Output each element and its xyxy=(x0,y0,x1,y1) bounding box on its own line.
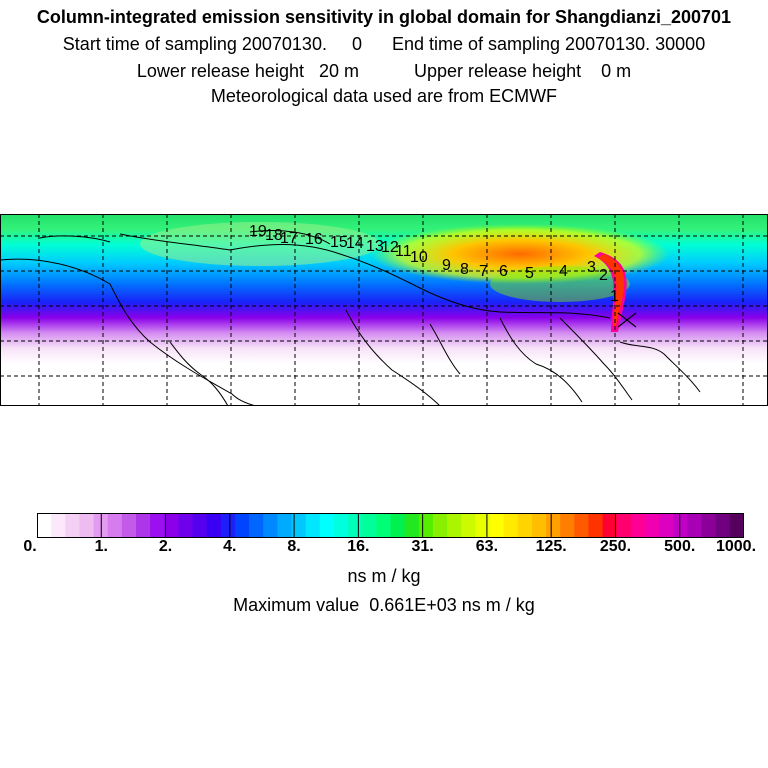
colorbar-swatch xyxy=(645,513,660,538)
colorbar-swatch xyxy=(729,513,744,538)
colorbar-swatch xyxy=(376,513,392,538)
colorbar-swatch xyxy=(164,513,179,538)
day-label-8: 8 xyxy=(460,261,469,278)
release-height-line: Lower release height 20 m Upper release … xyxy=(136,61,632,81)
colorbar-swatch xyxy=(701,513,717,538)
sampling-time-line: Start time of sampling 20070130. 0 End t… xyxy=(62,34,706,54)
colorbar-swatch xyxy=(489,513,505,538)
colorbar-swatch xyxy=(588,513,604,538)
colorbar-tick-label: 8. xyxy=(287,538,301,555)
day-label-16: 16 xyxy=(305,231,323,248)
colorbar-swatch xyxy=(404,513,420,538)
colorbar-swatch xyxy=(447,513,462,538)
day-label-3: 3 xyxy=(587,259,596,276)
day-label-15: 15 xyxy=(330,234,348,251)
colorbar-swatch xyxy=(263,513,278,538)
colorbar-swatch xyxy=(333,513,349,538)
coastlines xyxy=(0,230,701,406)
colorbar-swatch xyxy=(362,513,377,538)
day-label-13: 13 xyxy=(366,238,384,255)
colorbar-swatch xyxy=(234,513,250,538)
colorbar-tick-label: 125. xyxy=(535,538,567,555)
colorbar-tick-label: 63. xyxy=(475,538,499,555)
colorbar-swatch xyxy=(220,513,236,538)
day-label-12: 12 xyxy=(381,239,399,256)
trajectory-day-labels: 1 2 3 4 5 6 7 8 9 10 11 12 13 14 15 16 1… xyxy=(249,223,619,305)
colorbar-swatch xyxy=(715,513,731,538)
colorbar-swatch xyxy=(517,513,533,538)
colorbar-swatch xyxy=(192,513,208,538)
colorbar-swatch xyxy=(432,513,448,538)
colorbar xyxy=(37,513,744,538)
colorbar-swatch xyxy=(65,513,81,538)
colorbar-swatch xyxy=(574,513,590,538)
colorbar-swatch xyxy=(546,513,561,538)
day-label-14: 14 xyxy=(346,235,364,252)
colorbar-swatch xyxy=(687,513,703,538)
colorbar-swatch xyxy=(348,513,363,538)
colorbar-tick-label: 4. xyxy=(223,538,237,555)
colorbar-swatch xyxy=(37,513,52,538)
colorbar-swatch xyxy=(277,513,293,538)
lat-lon-grid xyxy=(0,214,768,406)
colorbar-tick-label: 1. xyxy=(94,538,108,555)
colorbar-swatch xyxy=(305,513,321,538)
colorbar-swatch xyxy=(319,513,335,538)
colorbar-swatch xyxy=(206,513,222,538)
colorbar-swatch xyxy=(390,513,406,538)
day-label-7: 7 xyxy=(479,263,488,280)
colorbar-swatch xyxy=(475,513,491,538)
colorbar-swatch xyxy=(630,513,646,538)
colorbar-tick-label: 2. xyxy=(158,538,173,555)
receptor-x-mark xyxy=(617,312,637,328)
day-label-6: 6 xyxy=(499,263,508,280)
colorbar-swatch xyxy=(602,513,618,538)
colorbar-swatch xyxy=(616,513,632,538)
day-label-18: 18 xyxy=(265,227,283,244)
colorbar-swatch xyxy=(178,513,194,538)
day-label-10: 10 xyxy=(410,249,428,266)
colorbar-tick-label: 1000. xyxy=(715,538,757,555)
colorbar-swatch xyxy=(150,513,165,538)
day-label-2: 2 xyxy=(599,267,608,284)
colorbar-swatch xyxy=(135,513,151,538)
colorbar-swatch xyxy=(503,513,519,538)
colorbar-swatch xyxy=(249,513,264,538)
figure-title: Column-integrated emission sensitivity i… xyxy=(36,7,732,27)
colorbar-swatch xyxy=(531,513,547,538)
colorbar-swatch xyxy=(107,513,123,538)
colorbar-swatch xyxy=(121,513,137,538)
day-label-11: 11 xyxy=(395,243,412,260)
colorbar-swatch xyxy=(659,513,674,538)
colorbar-units: ns m / kg xyxy=(347,566,421,586)
sensitivity-field xyxy=(0,214,768,406)
day-label-5: 5 xyxy=(525,265,534,282)
colorbar-swatch xyxy=(560,513,575,538)
colorbar-tick-label: 500. xyxy=(664,538,696,555)
colorbar-tick-label: 16. xyxy=(347,538,370,555)
colorbar-swatch xyxy=(79,513,95,538)
colorbar-tick-label: 250. xyxy=(599,538,632,555)
day-label-4: 4 xyxy=(559,263,568,280)
day-label-1: 1 xyxy=(610,288,619,305)
emission-sensitivity-map: 1 2 3 4 5 6 7 8 9 10 11 12 13 14 15 16 1… xyxy=(0,214,768,406)
maximum-value-text: Maximum value 0.661E+03 ns m / kg xyxy=(233,595,535,615)
colorbar-swatch xyxy=(51,513,66,538)
day-label-17: 17 xyxy=(280,230,298,247)
colorbar-swatch xyxy=(291,513,307,538)
colorbar-tick-label: 31. xyxy=(411,538,434,555)
meteorological-data-line: Meteorological data used are from ECMWF xyxy=(210,86,558,106)
day-label-9: 9 xyxy=(442,257,451,274)
colorbar-tick-label: 0. xyxy=(23,538,37,555)
day-label-19: 19 xyxy=(249,223,267,240)
colorbar-swatch xyxy=(673,513,689,538)
colorbar-swatch xyxy=(418,513,434,538)
colorbar-swatch xyxy=(461,513,476,538)
